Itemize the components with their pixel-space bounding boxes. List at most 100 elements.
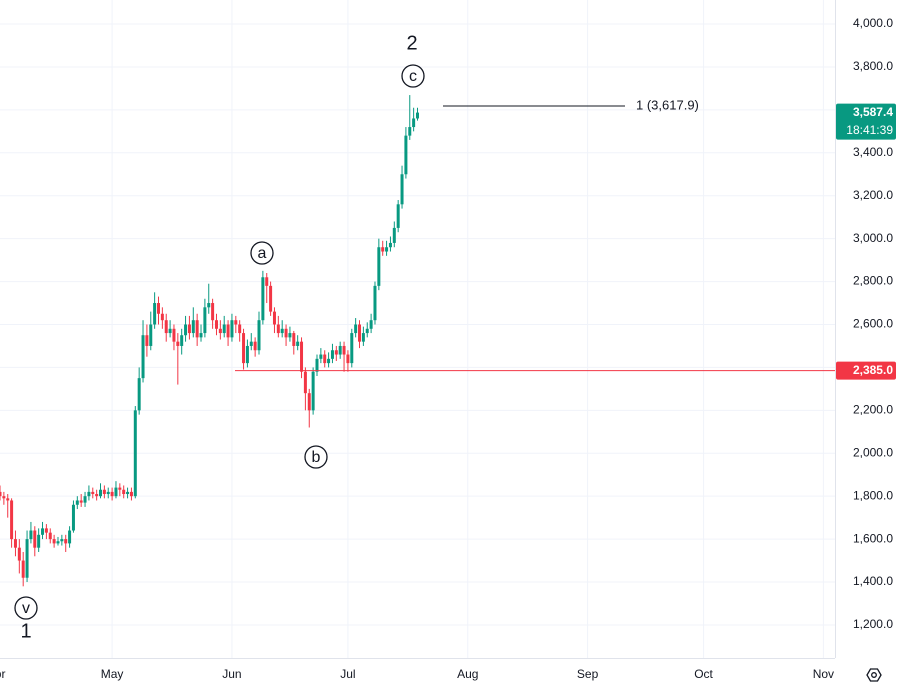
- settings-icon[interactable]: [866, 668, 882, 682]
- candle-body: [284, 328, 288, 338]
- candle-body: [126, 491, 130, 495]
- candle-body: [354, 324, 358, 334]
- candle-body: [44, 528, 48, 533]
- candle-body: [222, 324, 226, 334]
- candle-body: [122, 489, 126, 495]
- candle-body: [245, 345, 249, 364]
- candle-body: [207, 303, 211, 308]
- candle-body: [234, 320, 238, 325]
- y-tick-label: 2,600.0: [853, 317, 893, 331]
- fib-label: 1 (3,617.9): [636, 97, 699, 112]
- candle-body: [269, 285, 273, 312]
- last-price-label: 3,587.4: [853, 105, 893, 119]
- candle-body: [99, 489, 103, 497]
- candle-body: [191, 320, 195, 334]
- candle-body: [75, 500, 79, 505]
- candle-body: [249, 341, 253, 346]
- y-tick-label: 1,400.0: [853, 574, 893, 588]
- candle-body: [338, 345, 342, 355]
- x-tick-label: Jul: [340, 667, 355, 681]
- candle-body: [381, 247, 385, 252]
- candle-body: [307, 393, 311, 411]
- candle-body: [187, 324, 191, 334]
- candle-body: [114, 487, 118, 497]
- candle-body: [300, 341, 304, 372]
- candle-body: [153, 303, 157, 325]
- candle-body: [288, 333, 292, 338]
- candle-body: [416, 112, 419, 119]
- candle-body: [323, 354, 327, 364]
- y-tick-label: 2,000.0: [853, 445, 893, 459]
- candle-body: [56, 541, 60, 544]
- countdown-label: 18:41:39: [846, 123, 893, 137]
- candle-body: [342, 345, 346, 355]
- settings-dot[interactable]: [871, 672, 877, 678]
- candle-body: [272, 311, 276, 325]
- candle-body: [315, 358, 319, 372]
- candle-body: [296, 341, 300, 346]
- candle-body: [358, 324, 362, 342]
- candle-body: [400, 174, 404, 205]
- candle-body: [396, 204, 400, 228]
- wave-label: b: [312, 449, 321, 466]
- x-tick-label: May: [101, 667, 124, 681]
- candle-body: [110, 491, 114, 497]
- candle-body: [52, 539, 56, 544]
- candle-body: [71, 504, 75, 531]
- candle-body: [265, 277, 269, 286]
- candle-body: [91, 491, 95, 495]
- wave-circle: [250, 241, 274, 265]
- candle-body: [303, 371, 307, 394]
- candle-body: [48, 532, 52, 540]
- candle-body: [68, 530, 72, 544]
- wave-circle: [14, 596, 38, 620]
- candle-body: [25, 539, 29, 578]
- support-price-tag: [836, 361, 896, 380]
- candle-body: [226, 324, 230, 338]
- candle-body: [102, 489, 106, 495]
- candle-body: [346, 354, 350, 364]
- candle-body: [33, 530, 37, 548]
- candle-body: [21, 560, 25, 578]
- candle-body: [195, 320, 199, 338]
- candle-body: [361, 333, 365, 342]
- candle-body: [184, 324, 188, 336]
- candle-body: [334, 350, 338, 355]
- y-tick-label: 3,200.0: [853, 188, 893, 202]
- y-tick-label: 3,000.0: [853, 231, 893, 245]
- wave-label: v: [22, 600, 30, 617]
- candle-body: [327, 358, 331, 364]
- candle-body: [218, 328, 222, 334]
- candle-body: [6, 498, 10, 501]
- candle-body: [261, 277, 265, 321]
- candle-body: [95, 494, 99, 497]
- candle-body: [373, 285, 377, 321]
- candle-body: [176, 341, 180, 346]
- candle-body: [160, 313, 164, 321]
- candle-body: [118, 487, 122, 490]
- support-price-label: 2,385.0: [853, 363, 893, 377]
- candle-body: [64, 539, 68, 544]
- candle-body: [388, 242, 392, 248]
- candle-body: [172, 328, 176, 342]
- candle-body: [83, 496, 87, 503]
- candle-body: [29, 530, 33, 540]
- candle-body: [79, 500, 83, 503]
- x-tick-label: Oct: [694, 667, 713, 681]
- candle-body: [412, 118, 416, 128]
- candle-body: [330, 350, 334, 359]
- candle-body: [141, 335, 145, 379]
- candle-body: [280, 328, 284, 334]
- candle-body: [238, 324, 242, 334]
- wave-label: a: [258, 245, 267, 262]
- candle-body: [137, 378, 141, 411]
- candle-body: [145, 335, 149, 346]
- x-tick-label: Nov: [813, 667, 834, 681]
- candle-body: [37, 534, 41, 548]
- candle-body: [253, 341, 257, 351]
- candle-body: [180, 335, 184, 346]
- settings-hex[interactable]: [866, 668, 882, 682]
- candle-body: [242, 333, 246, 364]
- candle-body: [60, 539, 64, 542]
- last-price-tag: [836, 103, 896, 140]
